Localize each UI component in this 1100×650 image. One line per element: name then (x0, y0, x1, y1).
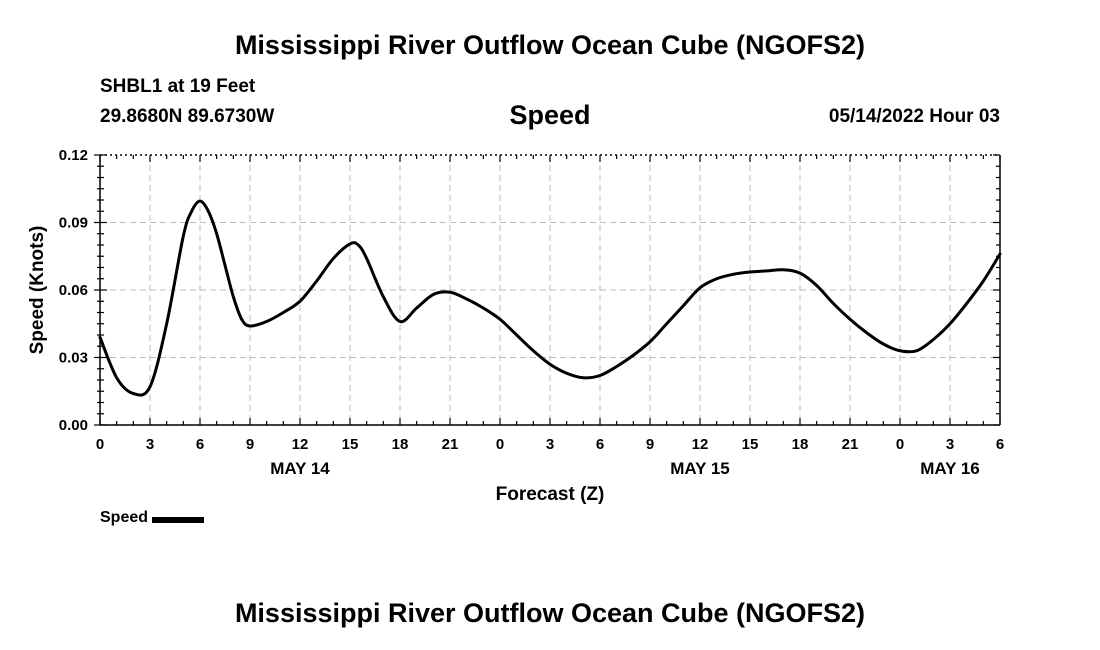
x-tick-label: 3 (546, 436, 554, 453)
date-label: MAY 14 (270, 459, 330, 478)
x-tick-label: 21 (842, 436, 859, 453)
page-title: Mississippi River Outflow Ocean Cube (NG… (234, 30, 866, 60)
page-title-repeat: Mississippi River Outflow Ocean Cube (NG… (234, 598, 866, 628)
forecast-timestamp: 05/14/2022 Hour 03 (828, 106, 1000, 127)
x-tick-label: 6 (196, 436, 204, 453)
x-tick-label: 0 (896, 436, 904, 453)
y-tick-label: 0.12 (59, 147, 88, 164)
x-tick-label: 6 (596, 436, 604, 453)
x-tick-label: 12 (292, 436, 309, 453)
x-tick-label: 0 (496, 436, 504, 453)
x-tick-label: 3 (146, 436, 154, 453)
y-tick-label: 0.06 (59, 282, 88, 299)
y-tick-label: 0.09 (59, 215, 88, 232)
x-tick-label: 6 (996, 436, 1004, 453)
date-label: MAY 15 (670, 459, 730, 478)
x-tick-label: 15 (342, 436, 359, 453)
y-axis-title: Speed (Knots) (27, 226, 48, 355)
legend-label: Speed (100, 509, 149, 526)
x-axis-title: Forecast (Z) (496, 484, 605, 505)
x-tick-label: 3 (946, 436, 954, 453)
date-label: MAY 16 (920, 459, 980, 478)
y-tick-label: 0.00 (59, 417, 88, 434)
series-line-speed (98, 199, 1002, 397)
x-tick-label: 18 (792, 436, 809, 453)
x-tick-label: 15 (742, 436, 759, 453)
x-tick-label: 0 (96, 436, 104, 453)
x-tick-label: 9 (246, 436, 254, 453)
x-tick-label: 9 (646, 436, 654, 453)
station-label: SHBL1 at 19 Feet (100, 76, 256, 97)
x-tick-label: 21 (442, 436, 459, 453)
x-tick-label: 18 (392, 436, 409, 453)
x-tick-label: 12 (692, 436, 709, 453)
coordinates-label: 29.8680N 89.6730W (100, 106, 275, 127)
legend-line-swatch (152, 516, 205, 523)
chart-legend: Speed (100, 509, 205, 527)
chart-heading: Speed (509, 100, 591, 130)
y-tick-label: 0.03 (59, 350, 88, 367)
